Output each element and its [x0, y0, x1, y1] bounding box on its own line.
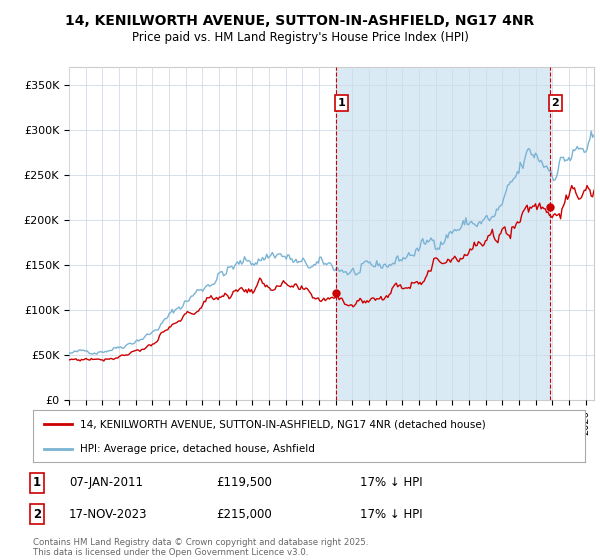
Text: 2: 2	[551, 98, 559, 108]
Text: 1: 1	[337, 98, 345, 108]
Text: 07-JAN-2011: 07-JAN-2011	[69, 476, 143, 489]
Text: HPI: Average price, detached house, Ashfield: HPI: Average price, detached house, Ashf…	[80, 444, 315, 454]
Text: 14, KENILWORTH AVENUE, SUTTON-IN-ASHFIELD, NG17 4NR: 14, KENILWORTH AVENUE, SUTTON-IN-ASHFIEL…	[65, 14, 535, 28]
Text: 1: 1	[33, 476, 41, 489]
Text: £119,500: £119,500	[216, 476, 272, 489]
Text: 14, KENILWORTH AVENUE, SUTTON-IN-ASHFIELD, NG17 4NR (detached house): 14, KENILWORTH AVENUE, SUTTON-IN-ASHFIEL…	[80, 419, 485, 430]
Text: 17% ↓ HPI: 17% ↓ HPI	[360, 476, 422, 489]
Text: 17% ↓ HPI: 17% ↓ HPI	[360, 507, 422, 521]
Text: £215,000: £215,000	[216, 507, 272, 521]
Text: 2: 2	[33, 507, 41, 521]
Text: 17-NOV-2023: 17-NOV-2023	[69, 507, 148, 521]
Bar	[336, 67, 550, 400]
Text: Price paid vs. HM Land Registry's House Price Index (HPI): Price paid vs. HM Land Registry's House …	[131, 31, 469, 44]
Text: Contains HM Land Registry data © Crown copyright and database right 2025.
This d: Contains HM Land Registry data © Crown c…	[33, 538, 368, 557]
